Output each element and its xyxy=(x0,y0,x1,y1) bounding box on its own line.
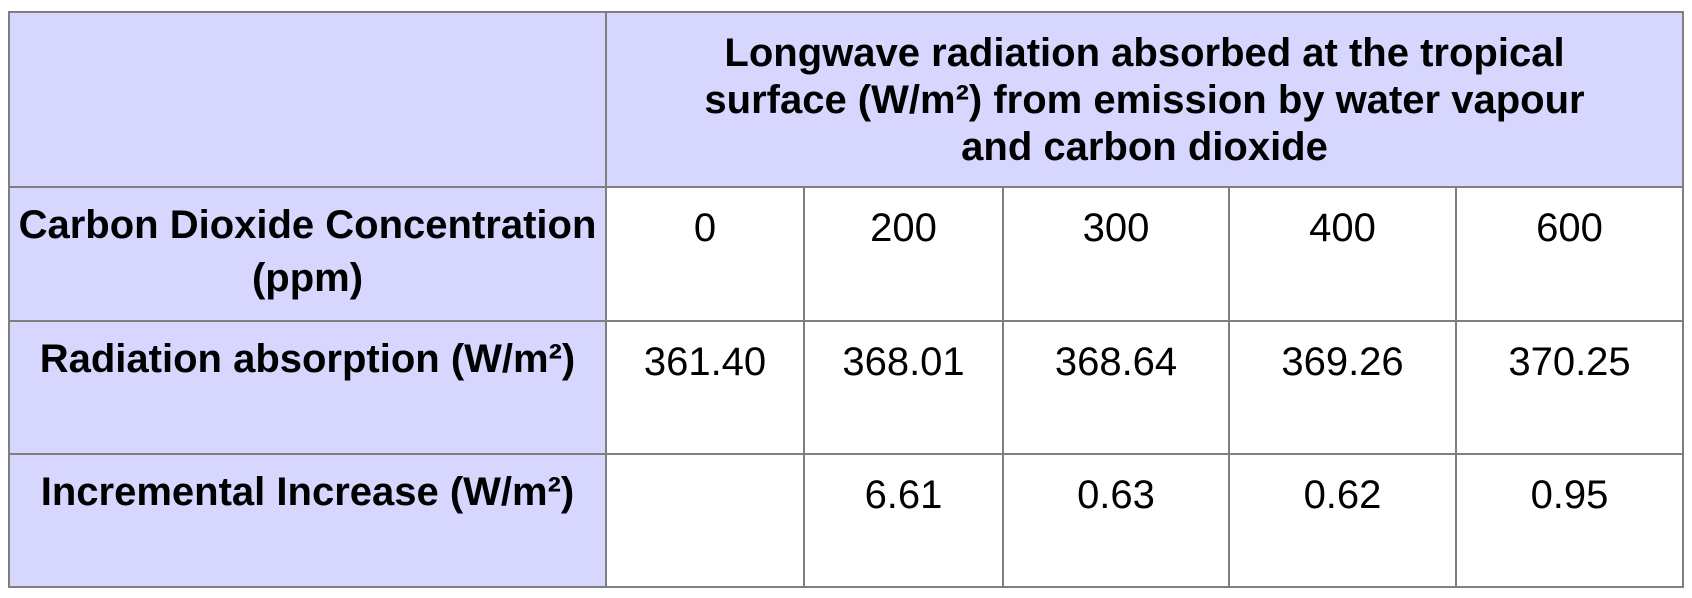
table-cell: 361.40 xyxy=(605,320,805,455)
table-cell: 0.62 xyxy=(1228,453,1457,588)
table-cell xyxy=(605,453,805,588)
table-row: Carbon Dioxide Concentration (ppm) 0 200… xyxy=(8,186,1684,322)
table-container: Longwave radiation absorbed at the tropi… xyxy=(8,11,1684,588)
table-cell: 0.63 xyxy=(1002,453,1230,588)
table-header-row: Longwave radiation absorbed at the tropi… xyxy=(8,11,1684,188)
row-label-radiation-absorption: Radiation absorption (W/m²) xyxy=(8,320,607,455)
table-cell: 400 xyxy=(1228,186,1457,322)
table-row: Incremental Increase (W/m²) 6.61 0.63 0.… xyxy=(8,453,1684,588)
table-cell: 200 xyxy=(803,186,1004,322)
table-row: Radiation absorption (W/m²) 361.40 368.0… xyxy=(8,320,1684,455)
table-cell: 369.26 xyxy=(1228,320,1457,455)
row-label-incremental-increase: Incremental Increase (W/m²) xyxy=(8,453,607,588)
table-cell: 368.64 xyxy=(1002,320,1230,455)
row-label-co2-concentration: Carbon Dioxide Concentration (ppm) xyxy=(8,186,607,322)
table-cell: 600 xyxy=(1455,186,1684,322)
table-cell: 300 xyxy=(1002,186,1230,322)
table-cell: 0 xyxy=(605,186,805,322)
header-corner-cell xyxy=(8,11,607,188)
table-cell: 0.95 xyxy=(1455,453,1684,588)
table-title: Longwave radiation absorbed at the tropi… xyxy=(704,31,1585,169)
table-cell: 370.25 xyxy=(1455,320,1684,455)
table-cell: 6.61 xyxy=(803,453,1004,588)
co2-radiation-table: Longwave radiation absorbed at the tropi… xyxy=(8,11,1684,588)
table-title-cell: Longwave radiation absorbed at the tropi… xyxy=(605,11,1684,188)
table-cell: 368.01 xyxy=(803,320,1004,455)
